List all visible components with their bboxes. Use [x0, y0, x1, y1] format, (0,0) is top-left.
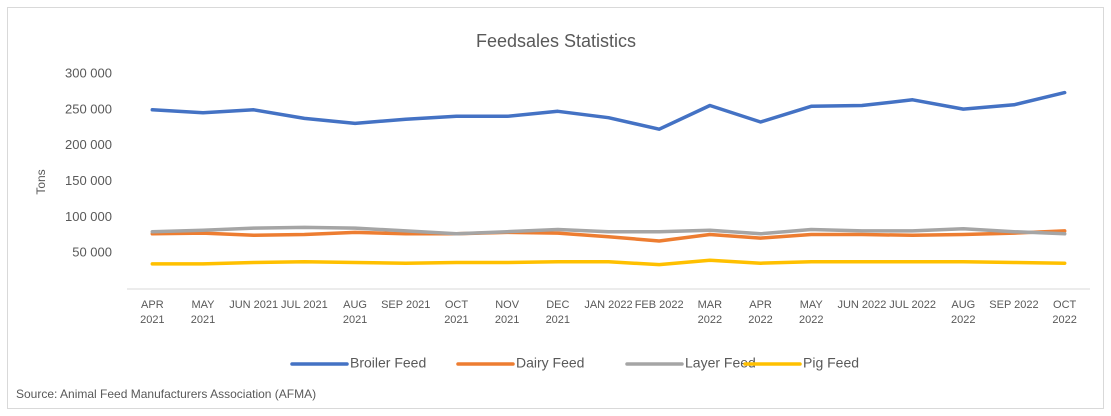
- x-tick-label: MAR 2022: [697, 299, 723, 326]
- y-tick-label: 300 000: [65, 65, 112, 80]
- legend-label: Pig Feed: [803, 355, 859, 371]
- x-tick-label: SEP 2021: [381, 299, 431, 311]
- y-tick-label: 50 000: [72, 245, 112, 260]
- x-tick-label: JUN 2022: [837, 299, 887, 311]
- x-tick-label: JUL 2021: [281, 299, 328, 311]
- chart-title: Feedsales Statistics: [476, 31, 636, 51]
- legend-label: Broiler Feed: [350, 355, 426, 371]
- y-axis-label: Tons: [34, 169, 48, 194]
- x-tick-label: APR 2022: [748, 299, 773, 326]
- x-tick-label: OCT 2022: [1052, 299, 1077, 326]
- x-tick-label: SEP 2022: [989, 299, 1039, 311]
- legend-label: Dairy Feed: [516, 355, 584, 371]
- series-line: [150, 225, 1067, 236]
- series-line: [150, 90, 1067, 131]
- x-tick-label: MAY 2021: [190, 299, 216, 326]
- x-tick-label: OCT 2021: [444, 299, 469, 326]
- x-tick-label: APR 2021: [140, 299, 165, 326]
- x-tick-label: JAN 2022: [584, 299, 633, 311]
- x-tick-label: JUN 2021: [229, 299, 279, 311]
- chart-border: [7, 7, 1104, 409]
- y-tick-label: 200 000: [65, 137, 112, 152]
- series-line: [150, 258, 1067, 267]
- y-tick-label: 250 000: [65, 101, 112, 116]
- y-tick-label: 100 000: [65, 209, 112, 224]
- x-tick-label: AUG 2021: [342, 299, 368, 326]
- source-note: Source: Animal Feed Manufacturers Associ…: [16, 387, 316, 401]
- x-tick-label: JUL 2022: [889, 299, 936, 311]
- legend-label: Layer Feed: [685, 355, 756, 371]
- x-tick-label: NOV 2021: [494, 299, 520, 326]
- x-tick-label: DEC 2021: [545, 299, 571, 326]
- x-tick-label: AUG 2022: [951, 299, 976, 326]
- series-line: [150, 229, 1067, 243]
- x-tick-label: FEB 2022: [634, 299, 684, 311]
- y-tick-label: 150 000: [65, 173, 112, 188]
- x-tick-label: MAY 2022: [798, 299, 824, 326]
